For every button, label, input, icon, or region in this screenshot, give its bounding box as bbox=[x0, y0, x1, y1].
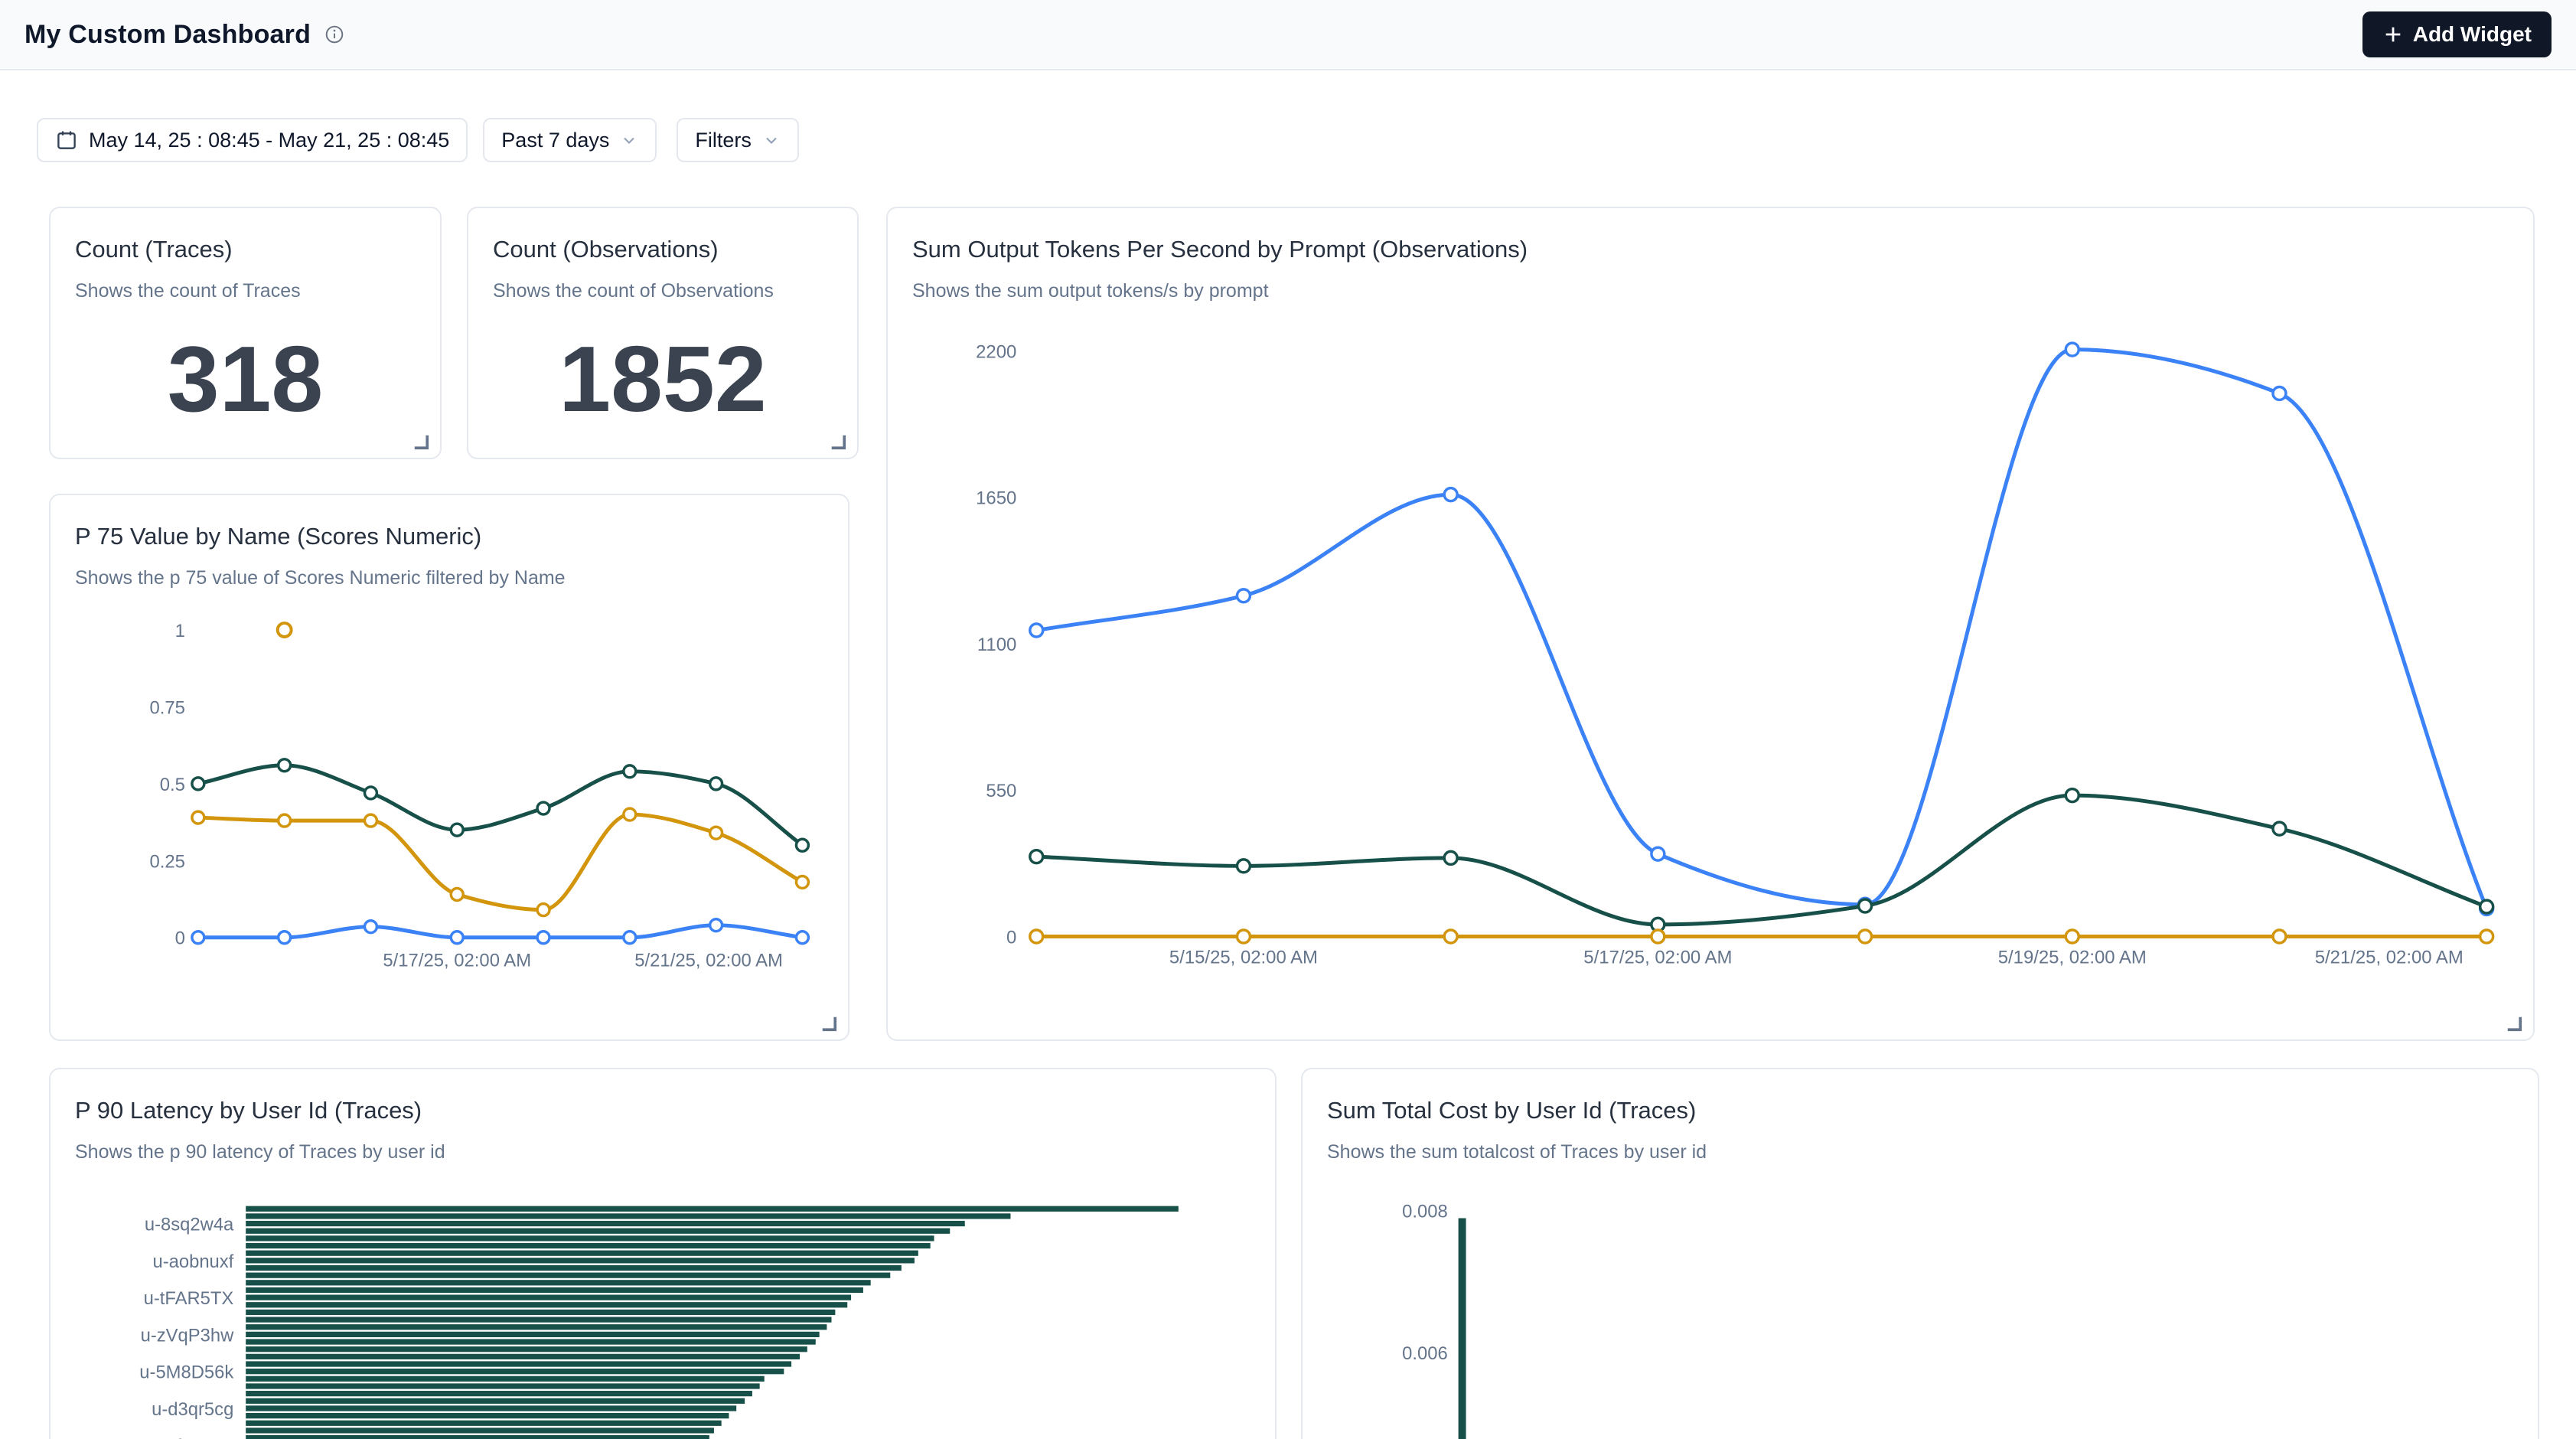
resize-handle-icon[interactable] bbox=[2506, 1015, 2522, 1032]
svg-text:5/21/25, 02:00 AM: 5/21/25, 02:00 AM bbox=[634, 951, 783, 971]
svg-text:0: 0 bbox=[175, 928, 185, 949]
svg-text:u-d3qr5cg: u-d3qr5cg bbox=[152, 1399, 233, 1420]
widget-count-traces: Count (Traces) Shows the count of Traces… bbox=[49, 207, 442, 459]
svg-text:1: 1 bbox=[175, 621, 185, 641]
svg-text:0.75: 0.75 bbox=[150, 697, 185, 718]
dashboard-page: My Custom Dashboard Add Widget May 14, 2… bbox=[0, 0, 2576, 1439]
svg-text:0.006: 0.006 bbox=[1402, 1343, 1448, 1364]
resize-handle-icon[interactable] bbox=[830, 433, 846, 450]
svg-text:550: 550 bbox=[986, 781, 1016, 801]
header: My Custom Dashboard Add Widget bbox=[0, 0, 2576, 70]
svg-text:u-zVqP3hw: u-zVqP3hw bbox=[141, 1325, 235, 1346]
widget-subtitle: Shows the count of Observations bbox=[493, 280, 774, 302]
svg-text:1100: 1100 bbox=[977, 635, 1016, 655]
cost-bar-chart: 0.008 0.006 bbox=[1303, 1069, 2538, 1439]
resize-handle-icon[interactable] bbox=[412, 433, 429, 450]
metric-value: 1852 bbox=[468, 328, 857, 430]
p90-bar-chart: u-8sq2w4a u-aobnuxf u-tFAR5TX u-zVqP3hw u-5M… bbox=[51, 1069, 1275, 1439]
svg-text:5/19/25, 02:00 AM: 5/19/25, 02:00 AM bbox=[1998, 947, 2147, 967]
filters-dropdown[interactable]: Filters bbox=[677, 118, 799, 162]
widget-sum-total-cost: Sum Total Cost by User Id (Traces) Shows… bbox=[1301, 1068, 2539, 1439]
svg-text:5/17/25, 02:00 AM: 5/17/25, 02:00 AM bbox=[1583, 947, 1732, 967]
svg-text:0.25: 0.25 bbox=[150, 851, 185, 872]
svg-text:u-aobnuxf: u-aobnuxf bbox=[152, 1251, 233, 1272]
svg-text:0.008: 0.008 bbox=[1402, 1202, 1448, 1222]
widget-p90-latency: P 90 Latency by User Id (Traces) Shows t… bbox=[49, 1068, 1277, 1439]
widget-p75-value: P 75 Value by Name (Scores Numeric) Show… bbox=[49, 494, 849, 1041]
svg-text:5/21/25, 02:00 AM: 5/21/25, 02:00 AM bbox=[2315, 947, 2464, 967]
calendar-icon bbox=[55, 129, 78, 152]
date-range-value: May 14, 25 : 08:45 - May 21, 25 : 08:45 bbox=[89, 129, 449, 152]
plus-icon bbox=[2382, 24, 2404, 45]
widget-count-observations: Count (Observations) Shows the count of … bbox=[467, 207, 859, 459]
svg-text:0: 0 bbox=[1006, 927, 1016, 948]
header-title-group: My Custom Dashboard bbox=[24, 20, 344, 50]
chevron-down-icon bbox=[762, 131, 781, 149]
widget-subtitle: Shows the count of Traces bbox=[75, 280, 301, 302]
filter-bar: May 14, 25 : 08:45 - May 21, 25 : 08:45 … bbox=[37, 118, 799, 162]
filters-label: Filters bbox=[695, 129, 752, 152]
svg-text:0.5: 0.5 bbox=[160, 775, 185, 795]
resize-handle-icon[interactable] bbox=[820, 1015, 837, 1032]
tokens-line-chart: 2200 1650 1100 550 0 5/15/25, 02:00 AM 5/17/25… bbox=[888, 208, 2533, 1039]
p75-line-chart: 1 0.75 0.5 0.25 0 5/17/25, 02:00 AM 5/21/25, 0… bbox=[51, 495, 848, 1039]
svg-text:u-8sq2w4a: u-8sq2w4a bbox=[145, 1214, 234, 1235]
svg-text:u-tFAR5TX: u-tFAR5TX bbox=[144, 1288, 234, 1309]
widget-title: Count (Observations) bbox=[493, 236, 719, 263]
page-title: My Custom Dashboard bbox=[24, 20, 311, 50]
date-preset-dropdown[interactable]: Past 7 days bbox=[483, 118, 657, 162]
svg-text:u-5M8D56k: u-5M8D56k bbox=[139, 1362, 233, 1383]
widget-title: Count (Traces) bbox=[75, 236, 233, 263]
metric-value: 318 bbox=[51, 328, 440, 430]
info-icon[interactable] bbox=[324, 24, 344, 44]
date-range-picker[interactable]: May 14, 25 : 08:45 - May 21, 25 : 08:45 bbox=[37, 118, 468, 162]
date-preset-value: Past 7 days bbox=[501, 129, 609, 152]
svg-text:2200: 2200 bbox=[976, 341, 1016, 362]
svg-text:5/15/25, 02:00 AM: 5/15/25, 02:00 AM bbox=[1169, 947, 1318, 967]
svg-text:5/17/25, 02:00 AM: 5/17/25, 02:00 AM bbox=[383, 951, 531, 971]
add-widget-label: Add Widget bbox=[2413, 22, 2532, 47]
svg-text:1650: 1650 bbox=[976, 488, 1016, 509]
svg-text:u-8fVa9T3: u-8fVa9T3 bbox=[150, 1436, 233, 1439]
add-widget-button[interactable]: Add Widget bbox=[2362, 11, 2552, 57]
widget-tokens-per-second: Sum Output Tokens Per Second by Prompt (… bbox=[886, 207, 2535, 1041]
chevron-down-icon bbox=[620, 131, 638, 149]
